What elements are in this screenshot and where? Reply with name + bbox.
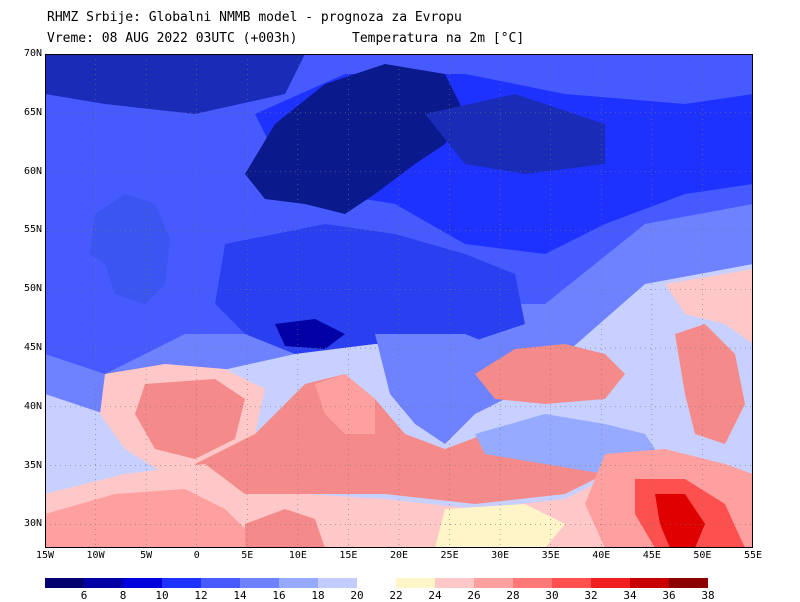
lon-label: 35E: [541, 550, 560, 561]
color-scale-label: 30: [545, 589, 559, 602]
color-swatch: [630, 578, 669, 588]
sahara-hot: [245, 509, 325, 548]
color-scale-label: 26: [467, 589, 481, 602]
color-scale-label: 24: [428, 589, 442, 602]
lon-label: 55E: [743, 550, 763, 561]
lon-label: 50E: [693, 550, 712, 561]
libya-cooler: [435, 504, 565, 548]
temperature-map: [45, 54, 753, 548]
lon-label: 45E: [642, 550, 661, 561]
balkans: [375, 334, 515, 444]
lat-label: 40N: [23, 400, 42, 412]
lon-label: 15W: [35, 550, 55, 561]
lat-label: 70N: [23, 48, 42, 59]
lat-label: 45N: [23, 342, 42, 354]
lon-label: 0: [193, 550, 200, 561]
color-swatch: [240, 578, 279, 588]
lat-label: 50N: [23, 283, 42, 295]
color-scale-label: 36: [662, 589, 676, 602]
color-scale-label: 38: [701, 589, 715, 602]
map-title: RHMZ Srbije: Globalni NMMB model - progn…: [47, 10, 462, 25]
scandinavia-cold: [245, 64, 465, 214]
color-swatch: [162, 578, 201, 588]
finland-russia-cold: [425, 94, 605, 174]
iberia-interior: [135, 379, 245, 459]
lat-label: 35N: [23, 459, 42, 471]
lat-lon-grid: [45, 54, 753, 548]
caspian-sea: [675, 324, 745, 444]
lon-label: 10W: [86, 550, 105, 561]
color-scale-label: 12: [194, 589, 208, 602]
color-swatch: [591, 578, 630, 588]
color-swatch: [513, 578, 552, 588]
forecast-time: Vreme: 08 AUG 2022 03UTC (+003h): [47, 31, 298, 46]
lon-label: 15E: [339, 550, 358, 561]
arctic-cold: [45, 54, 305, 114]
morocco-algeria: [45, 489, 265, 548]
color-scale: [45, 578, 708, 588]
lat-label: 55N: [23, 224, 42, 236]
color-swatch: [357, 578, 396, 588]
british-isles: [90, 194, 170, 304]
color-swatch: [669, 578, 708, 588]
lon-label: 5W: [140, 550, 153, 561]
hot-core: [655, 494, 705, 548]
lon-label: 30E: [491, 550, 510, 561]
color-scale-label: 28: [506, 589, 520, 602]
color-swatch: [45, 578, 84, 588]
black-sea: [475, 344, 625, 404]
variable-title: Temperatura na 2m [°C]: [352, 31, 525, 46]
lon-label: 40E: [592, 550, 611, 561]
color-swatch: [396, 578, 435, 588]
color-scale-label: 10: [155, 589, 169, 602]
color-scale-label: 6: [80, 589, 88, 602]
alps-cold: [275, 319, 345, 349]
italy: [315, 374, 375, 434]
color-swatch: [318, 578, 357, 588]
lon-label: 5E: [241, 550, 254, 561]
color-swatch: [123, 578, 162, 588]
color-scale-label: 34: [623, 589, 637, 602]
color-swatch: [474, 578, 513, 588]
color-scale-label: 14: [233, 589, 247, 602]
color-scale-label: 16: [272, 589, 286, 602]
color-scale-label: 8: [119, 589, 127, 602]
color-scale-label: 22: [389, 589, 403, 602]
lat-label: 65N: [23, 106, 42, 118]
color-scale-label: 32: [584, 589, 598, 602]
lon-label: 20E: [389, 550, 409, 561]
lat-label: 30N: [23, 518, 42, 530]
color-swatch: [552, 578, 591, 588]
mediterranean-warm: [195, 374, 605, 504]
east-warm: [665, 269, 753, 344]
color-swatch: [279, 578, 318, 588]
map-border: [45, 54, 753, 548]
lat-label: 60N: [23, 165, 42, 177]
color-scale-label: 20: [350, 589, 364, 602]
map-canvas: [45, 54, 753, 548]
color-swatch: [84, 578, 123, 588]
lon-label: 10E: [288, 550, 307, 561]
lon-label: 25E: [440, 550, 459, 561]
color-scale-label: 18: [311, 589, 325, 602]
color-swatch: [201, 578, 240, 588]
color-swatch: [435, 578, 474, 588]
